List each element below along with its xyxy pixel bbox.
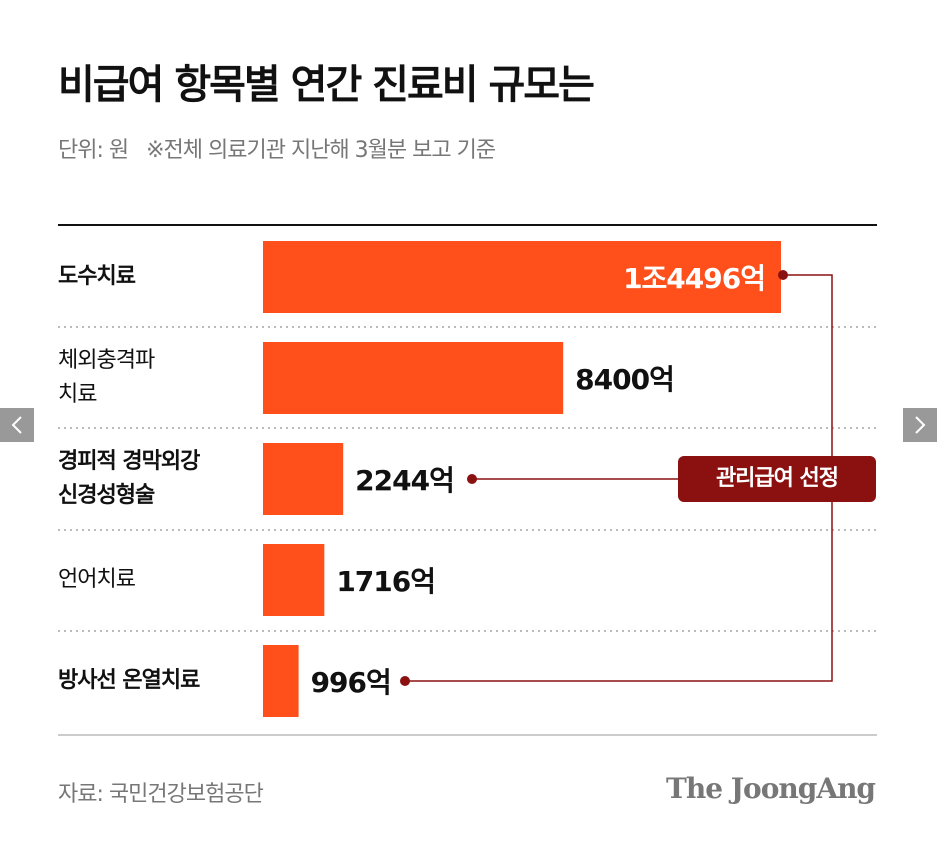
dot <box>400 676 410 686</box>
value-label: 1조4496억 <box>623 262 766 295</box>
nav-button[interactable] <box>0 408 34 442</box>
bars <box>263 241 781 717</box>
value-label: 996억 <box>310 666 392 699</box>
nav-prev[interactable] <box>0 408 34 442</box>
bar <box>263 241 781 313</box>
bar <box>263 645 299 717</box>
separators <box>58 326 877 632</box>
chevron <box>11 416 22 434</box>
value-label: 1716억 <box>336 565 436 598</box>
annotation: 관리급여 선정 <box>678 456 876 502</box>
bar <box>263 342 564 414</box>
value-label: 8400억 <box>575 363 675 396</box>
nav-button[interactable] <box>903 408 937 442</box>
dot <box>467 474 477 484</box>
bar <box>263 544 325 616</box>
chevron <box>915 416 926 434</box>
category-label: 언어치료 <box>58 567 136 592</box>
dot <box>778 270 788 280</box>
bar <box>263 443 344 515</box>
chart-subtitle: 단위: 원 ※전체 의료기관 지난해 3월분 보고 기준 <box>58 138 496 163</box>
value-label: 2244억 <box>355 464 455 497</box>
category-label: 경피적 경막외강 신경성형술 <box>58 449 200 508</box>
nav-next[interactable] <box>903 408 937 442</box>
category-label: 체외충격파 치료 <box>58 348 155 407</box>
chart-title: 비급여 항목별 연간 진료비 규모는 <box>58 62 595 108</box>
category-label: 도수치료 <box>58 264 136 289</box>
category-label: 방사선 온열치료 <box>58 668 200 693</box>
dots <box>400 270 788 686</box>
brand: The JoongAng <box>666 772 876 805</box>
source: 자료: 국민건강보험공단 <box>58 782 264 807</box>
